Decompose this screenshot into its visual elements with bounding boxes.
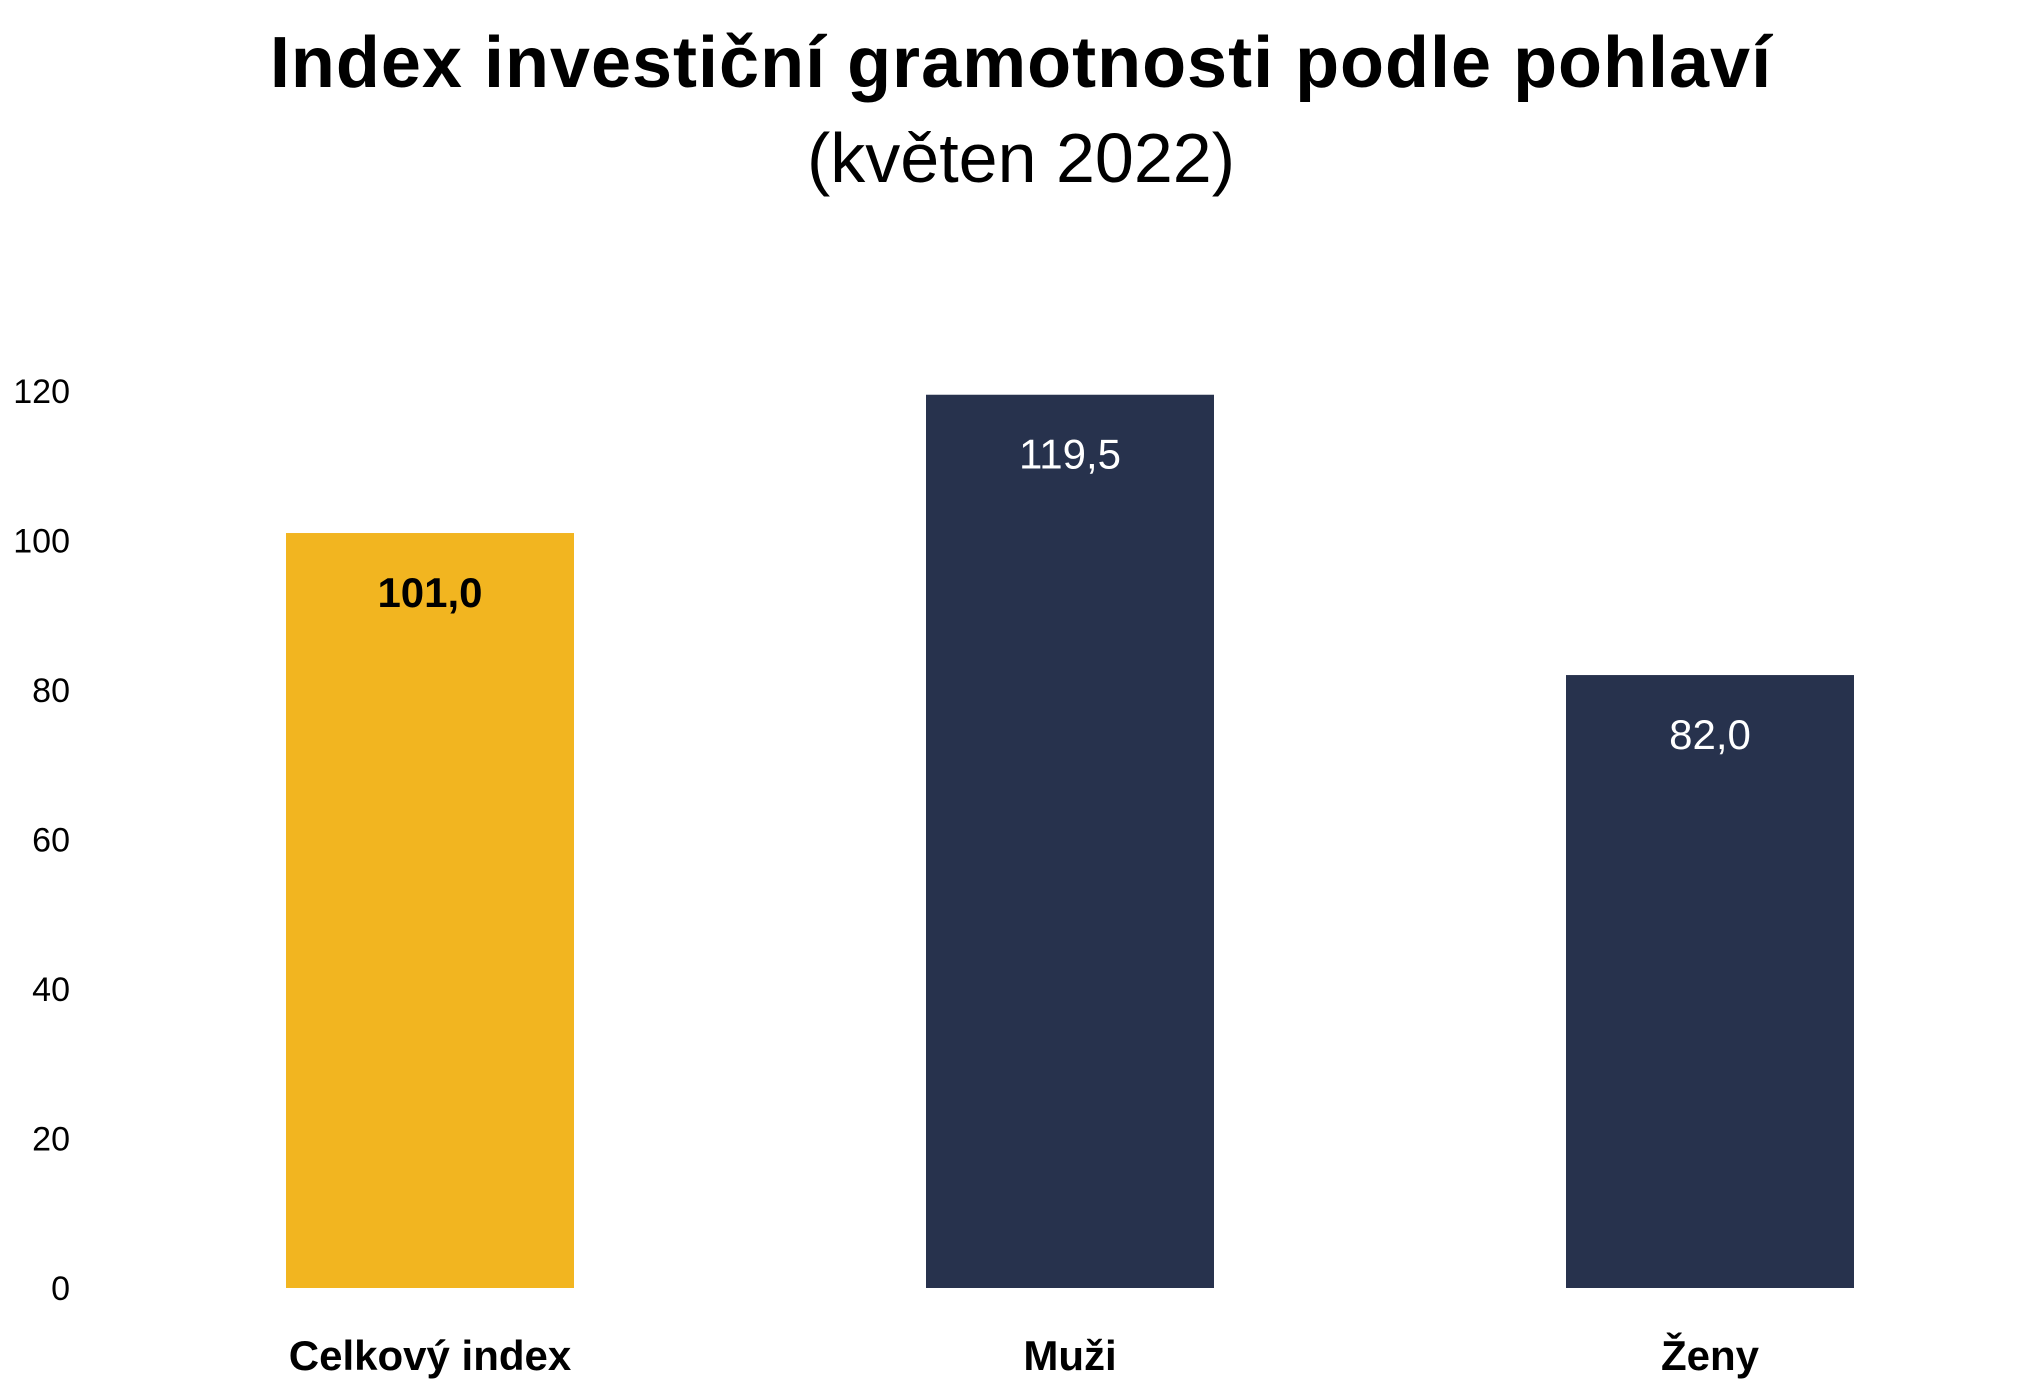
bar-3 — [1566, 675, 1854, 1288]
data-label: 119,5 — [1019, 431, 1121, 478]
y-tick-label: 60 — [32, 822, 70, 860]
x-axis: Celkový index Muži Ženy — [289, 1331, 1760, 1379]
y-tick-label: 40 — [32, 971, 70, 1009]
y-tick-label: 20 — [32, 1121, 70, 1159]
x-tick-label: Ženy — [1661, 1331, 1760, 1379]
bar-1 — [286, 533, 574, 1288]
x-tick-label: Celkový index — [289, 1332, 572, 1379]
chart-title: Index investiční gramotnosti podle pohla… — [269, 23, 1773, 103]
chart-subtitle: (květen 2022) — [806, 119, 1236, 197]
x-tick-label: Muži — [1023, 1332, 1116, 1379]
y-tick-label: 100 — [13, 523, 70, 561]
bar-2 — [926, 394, 1214, 1288]
y-axis: 0 20 40 60 80 100 120 — [13, 373, 70, 1308]
data-label: 82,0 — [1669, 711, 1751, 758]
data-label: 101,0 — [377, 569, 482, 616]
bars: 101,0 119,5 82,0 — [286, 394, 1854, 1288]
y-tick-label: 0 — [51, 1270, 70, 1308]
y-tick-label: 120 — [13, 373, 70, 411]
y-tick-label: 80 — [32, 672, 70, 710]
